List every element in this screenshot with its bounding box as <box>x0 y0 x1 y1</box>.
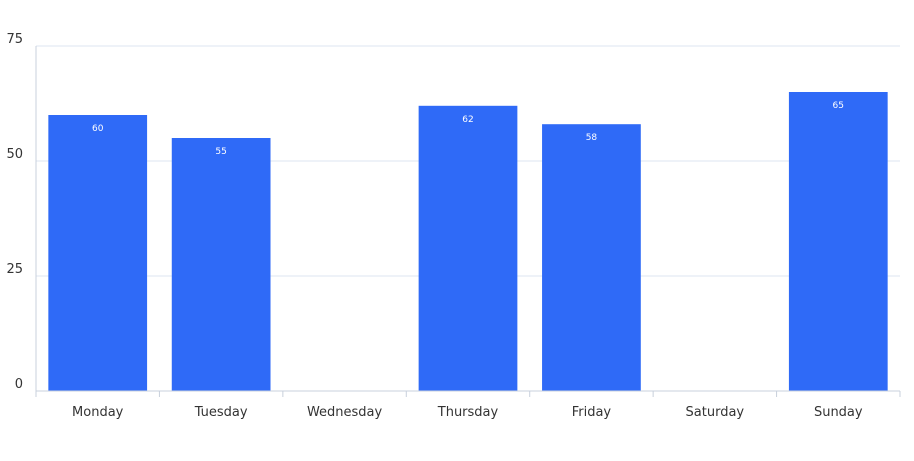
x-tick-label: Thursday <box>437 405 499 420</box>
x-tick-label: Saturday <box>686 405 745 420</box>
y-tick-label: 75 <box>6 32 23 47</box>
x-tick-label: Monday <box>72 405 124 420</box>
x-tick-label: Sunday <box>814 405 863 420</box>
y-tick-label: 0 <box>15 377 23 392</box>
data-label: 60 <box>92 124 104 134</box>
x-tick-label: Tuesday <box>194 405 248 420</box>
y-tick-label: 50 <box>6 147 23 162</box>
x-tick-label: Friday <box>572 405 612 420</box>
axes <box>35 46 901 397</box>
data-label: 58 <box>586 133 598 143</box>
labels: 0 25 50 75 60 Monday 55 Tuesday Wednesday 62 Thurs… <box>6 32 862 420</box>
bar <box>788 92 888 391</box>
bar <box>48 115 148 391</box>
y-tick-label: 25 <box>6 262 23 277</box>
bar <box>542 124 641 391</box>
data-label: 62 <box>462 115 473 125</box>
bar <box>171 138 271 391</box>
bar <box>418 105 518 392</box>
bars <box>48 92 888 392</box>
x-tick-label: Wednesday <box>307 405 383 420</box>
data-label: 65 <box>833 101 844 111</box>
data-label: 55 <box>215 147 226 157</box>
